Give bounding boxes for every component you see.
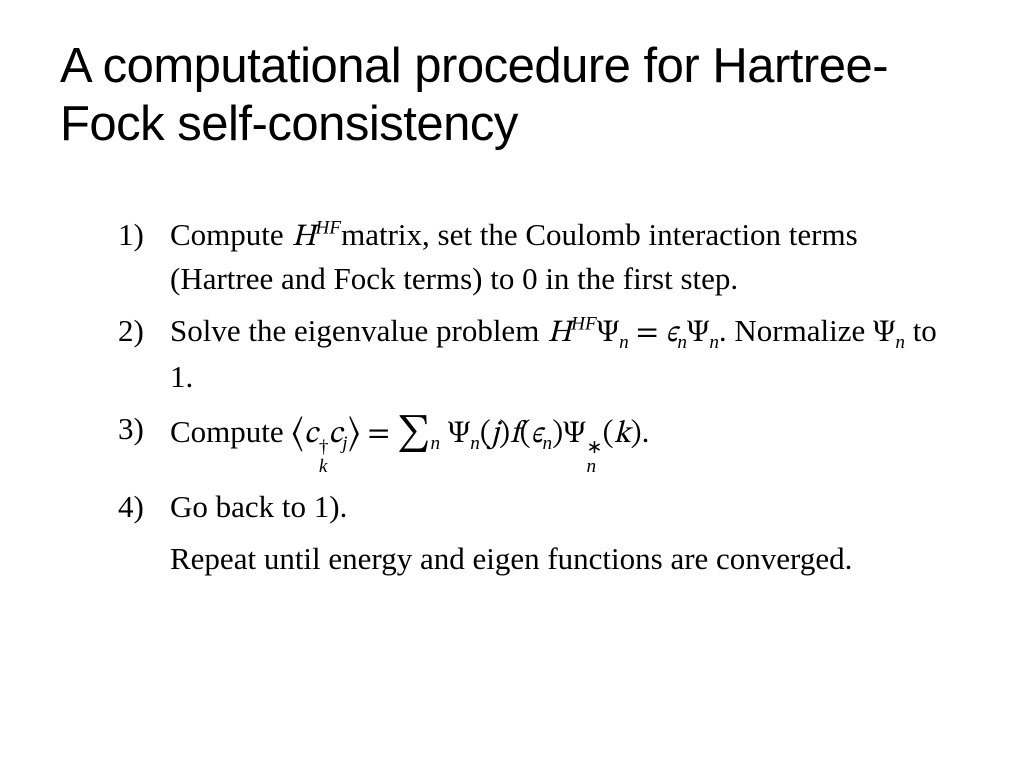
math-sum: ∑ <box>397 417 430 452</box>
slide-body: Compute HHFmatrix, set the Coulomb inter… <box>60 214 964 580</box>
math-n-3: n <box>709 333 719 354</box>
step-2: Solve the eigenvalue problem HHFΨn = ϵnΨ… <box>170 310 964 398</box>
math-psi-supsub: ∗n <box>587 438 603 476</box>
math-Psi-5: Ψ <box>563 419 585 450</box>
math-rp-3: ) <box>631 419 642 450</box>
math-c-2: c <box>328 419 342 450</box>
math-lp-1: ( <box>480 419 491 450</box>
procedure-list: Compute HHFmatrix, set the Coulomb inter… <box>60 214 964 529</box>
math-n-5: n <box>470 433 480 454</box>
closing-text: Repeat until energy and eigen functions … <box>170 541 852 576</box>
math-eq-1: = <box>629 318 666 349</box>
math-HF-sup: HF <box>316 217 342 238</box>
step-3-pre: Compute <box>170 414 291 449</box>
math-n-1: n <box>619 333 629 354</box>
math-f: f <box>510 419 520 450</box>
step-3-dot: . <box>642 414 650 449</box>
math-lp-3: ( <box>603 419 614 450</box>
math-H: H <box>291 222 315 253</box>
step-2-pre: Solve the eigenvalue problem <box>170 313 547 348</box>
step-1-pre: Compute <box>170 217 291 252</box>
math-n-4: n <box>895 333 905 354</box>
math-Psi-4: Ψ <box>448 419 470 450</box>
math-n-sum: n <box>431 433 441 454</box>
math-rangle: ⟩ <box>348 416 361 453</box>
math-eps-2: ϵ <box>531 419 543 450</box>
math-Psi-2: Ψ <box>687 318 709 349</box>
math-space <box>440 414 448 449</box>
math-H-2: H <box>547 318 571 349</box>
closing-line: Repeat until energy and eigen functions … <box>60 538 964 580</box>
math-star: ∗ <box>587 438 603 457</box>
math-k-sub: k <box>319 457 329 476</box>
math-j-sub: j <box>342 433 347 454</box>
math-Psi-1: Ψ <box>597 318 619 349</box>
math-c-1: c <box>304 419 318 450</box>
math-n-6: n <box>543 433 553 454</box>
step-4: Go back to 1). <box>170 486 964 528</box>
step-1: Compute HHFmatrix, set the Coulomb inter… <box>170 214 964 301</box>
math-n-2: n <box>677 333 687 354</box>
math-eps-1: ϵ <box>666 318 678 349</box>
step-2-dot: . <box>719 313 727 348</box>
math-rp-2: ) <box>552 419 563 450</box>
math-langle: ⟨ <box>291 416 304 453</box>
math-HF-sup-2: HF <box>571 314 597 335</box>
math-k-arg: k <box>614 419 631 450</box>
math-Psi-3: Ψ <box>873 318 895 349</box>
math-j-arg: j <box>491 419 499 450</box>
math-rp-1: ) <box>499 419 510 450</box>
math-n-7: n <box>587 457 603 476</box>
slide-title: A computational procedure for Hartree-Fo… <box>60 38 964 154</box>
slide: A computational procedure for Hartree-Fo… <box>0 0 1024 768</box>
step-2-post-pre: Normalize <box>727 313 873 348</box>
math-eq-2: = <box>360 419 397 450</box>
math-lp-2: ( <box>520 419 531 450</box>
step-3: Compute ⟨c†kcj⟩ = ∑n Ψn(j)f(ϵn)Ψ∗n(k). <box>170 408 964 476</box>
